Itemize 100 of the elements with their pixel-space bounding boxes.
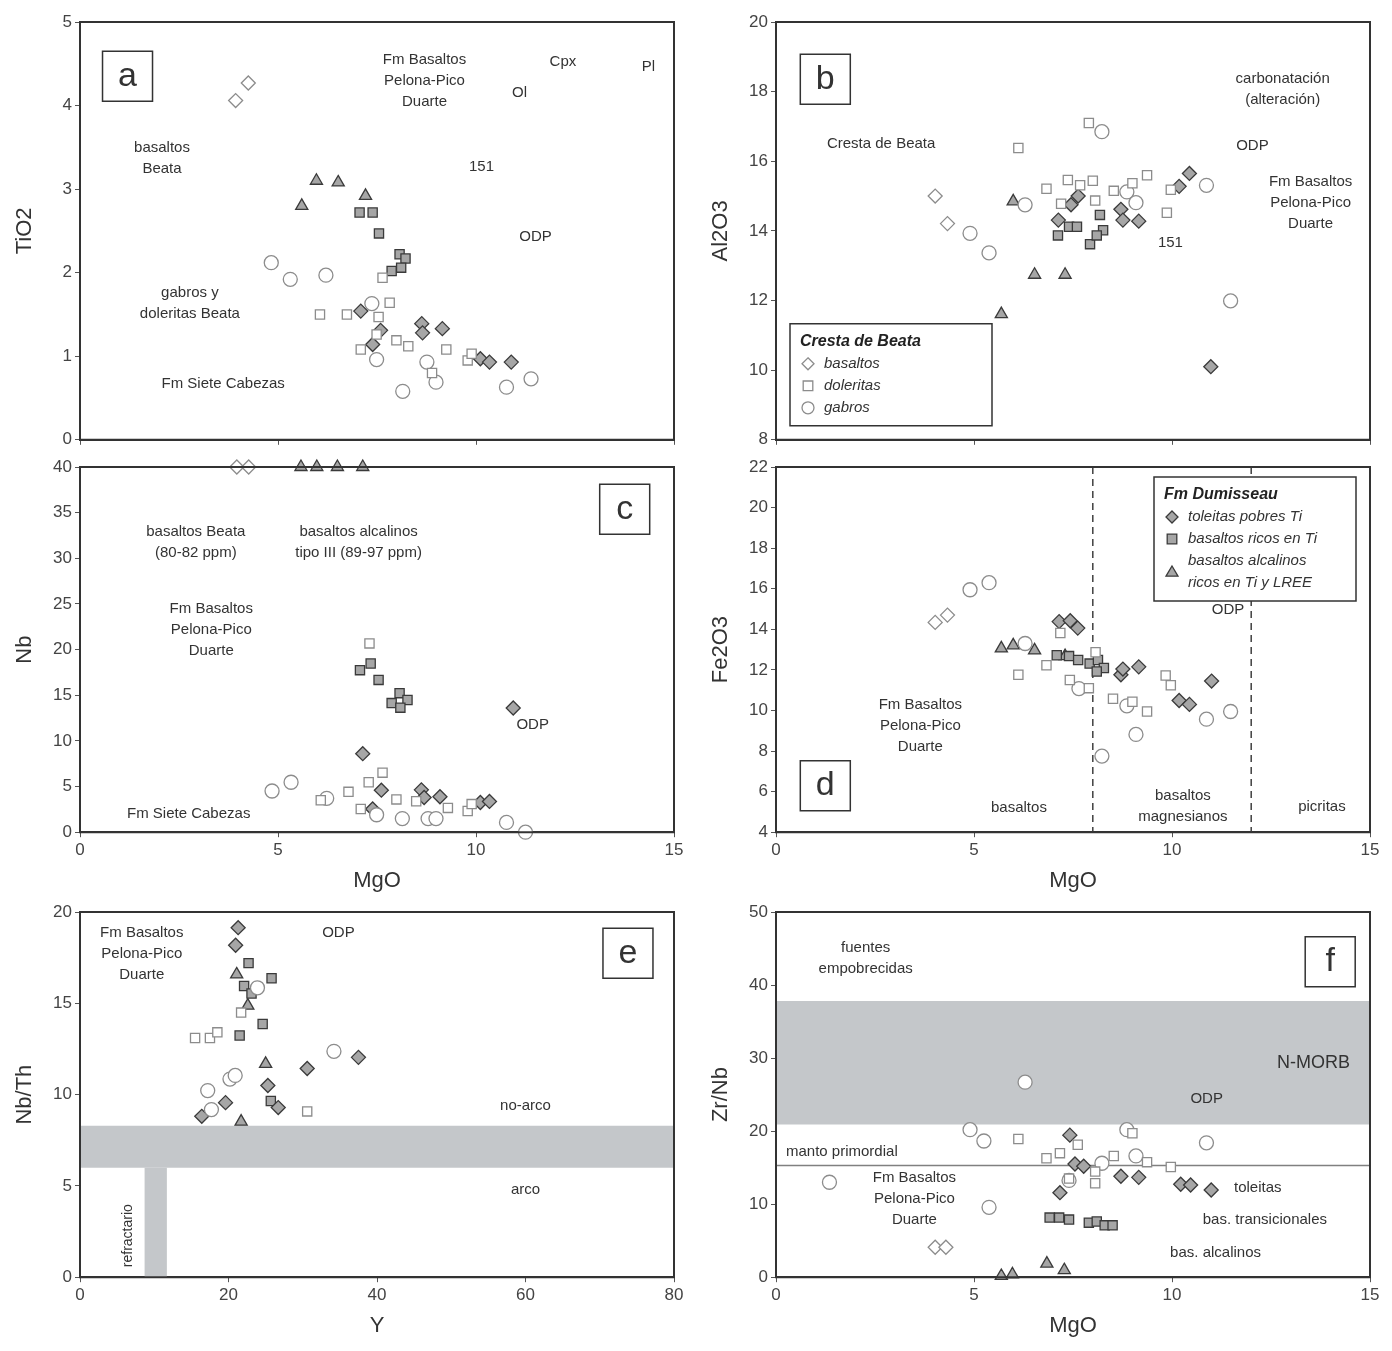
y-tick-label: 15: [53, 992, 72, 1012]
y-tick-label: 8: [758, 740, 768, 760]
x-tick-label: 5: [969, 1285, 979, 1305]
x-tick-label: 5: [273, 840, 283, 860]
annotation: Ol: [512, 83, 528, 101]
annotation: ODP: [322, 922, 355, 940]
annotation: ODP: [1190, 1089, 1223, 1107]
annotation: gabros y doleritas Beata: [139, 283, 241, 322]
y-tick-label: 1: [62, 345, 72, 365]
y-tick-label: 50: [749, 901, 768, 921]
y-tick-label: 18: [749, 537, 768, 557]
x-tick-label: 40: [367, 1285, 387, 1305]
annotation: Fm Siete Cabezas: [127, 804, 251, 822]
ref-line-label: manto primordial: [786, 1142, 898, 1160]
annotation: e: [618, 931, 638, 970]
annotation: fuentes empobrecidas: [818, 937, 913, 976]
y-tick-label: 20: [749, 1120, 768, 1140]
annotation: Fm Siete Cabezas: [161, 373, 285, 391]
y-tick-label: 20: [749, 11, 768, 31]
y-axis-title: Al2O3: [707, 200, 733, 262]
x-tick-label: 10: [1162, 840, 1182, 860]
legend-label: gabros: [824, 397, 871, 415]
y-tick-label: 18: [749, 81, 768, 101]
y-axis-title: Nb: [11, 635, 37, 664]
annotation: Cresta de Beata: [826, 134, 936, 152]
y-tick-label: 5: [62, 1175, 72, 1195]
annotation: basaltos alcalinos tipo III (89-97 ppm): [295, 521, 422, 560]
annotation: ODP: [1211, 600, 1245, 618]
y-tick-label: 0: [62, 429, 72, 449]
annotation: Fm Basaltos Pelona-Pico Duarte: [169, 598, 253, 658]
annotation: no-arco: [500, 1095, 551, 1113]
x-tick-label: 15: [1360, 840, 1380, 860]
x-tick-label: 20: [219, 1285, 238, 1305]
y-tick-label: 22: [749, 456, 768, 476]
annotation: f: [1325, 940, 1336, 979]
annotation: ODP: [1236, 135, 1269, 153]
annotation: 151: [469, 156, 495, 174]
y-axis-title: Nb/Th: [11, 1064, 37, 1125]
legend-label: basaltos: [824, 353, 881, 371]
y-tick-label: 4: [758, 821, 768, 841]
x-tick-label: 80: [664, 1285, 684, 1305]
x-axis-title: MgO: [353, 866, 401, 892]
y-axis-title: Fe2O3: [707, 615, 733, 684]
y-tick-label: 5: [62, 11, 72, 31]
x-tick-label: 15: [1360, 1285, 1380, 1305]
y-tick-label: 30: [749, 1047, 768, 1067]
y-tick-label: 16: [749, 578, 768, 598]
annotation: carbonatación (alteración): [1235, 69, 1330, 108]
annotation: 151: [1157, 232, 1183, 250]
y-axis-title: Zr/Nb: [707, 1067, 733, 1123]
annotation: basaltos magnesianos: [1138, 785, 1228, 824]
legend-label: toleitas pobres Ti: [1188, 507, 1303, 525]
x-tick-label: 60: [516, 1285, 535, 1305]
y-tick-label: 4: [62, 95, 72, 115]
x-tick-label: 5: [969, 840, 979, 860]
y-tick-label: 40: [53, 456, 72, 476]
annotation: Fm Basaltos Pelona-Pico Duarte: [100, 923, 184, 983]
y-tick-label: 10: [53, 1084, 72, 1104]
x-tick-label: 0: [771, 840, 781, 860]
y-tick-label: 30: [53, 547, 72, 567]
annotation: ODP: [516, 714, 549, 732]
y-tick-label: 15: [53, 684, 72, 704]
annotation: basaltos Beata (80-82 ppm): [146, 521, 247, 560]
y-tick-label: 10: [53, 730, 72, 750]
x-axis-title: MgO: [1049, 866, 1097, 892]
y-tick-label: 25: [53, 593, 72, 613]
y-tick-label: 0: [62, 821, 72, 841]
annotation: basaltos: [991, 797, 1047, 815]
y-tick-label: 10: [749, 1193, 768, 1213]
legend-title: Cresta de Beata: [800, 332, 922, 350]
y-axis-title: TiO2: [11, 207, 37, 255]
x-tick-label: 0: [75, 840, 85, 860]
annotation: picritas: [1298, 796, 1346, 814]
annotation: ODP: [519, 226, 552, 244]
annotation: Pl: [641, 57, 656, 75]
band-label: N-MORB: [1277, 1051, 1350, 1072]
y-tick-label: 8: [758, 429, 768, 449]
annotation: Fm Basaltos Pelona-Pico Duarte: [1268, 172, 1353, 232]
y-tick-label: 6: [758, 781, 768, 801]
x-tick-label: 10: [1162, 1285, 1182, 1305]
legend-label: doleritas: [824, 375, 882, 393]
y-tick-label: 20: [749, 497, 768, 517]
x-tick-label: 0: [771, 1285, 781, 1305]
y-tick-label: 20: [53, 639, 72, 659]
y-tick-label: 14: [749, 220, 768, 240]
annotation: d: [815, 764, 835, 803]
annotation: Cpx: [549, 52, 577, 70]
x-axis-title: Y: [369, 1311, 385, 1337]
annotation: b: [815, 57, 835, 96]
legend-label: basaltos ricos en Ti: [1188, 529, 1318, 547]
y-tick-label: 16: [749, 150, 768, 170]
y-tick-label: 35: [53, 502, 72, 522]
x-tick-label: 15: [664, 840, 684, 860]
y-tick-label: 2: [62, 262, 72, 282]
y-tick-label: 12: [749, 659, 768, 679]
y-tick-label: 10: [749, 700, 768, 720]
annotation: bas. alcalinos: [1170, 1242, 1262, 1260]
annotation: arco: [510, 1179, 541, 1197]
y-tick-label: 3: [62, 178, 72, 198]
annotation: basaltos Beata: [134, 137, 190, 176]
